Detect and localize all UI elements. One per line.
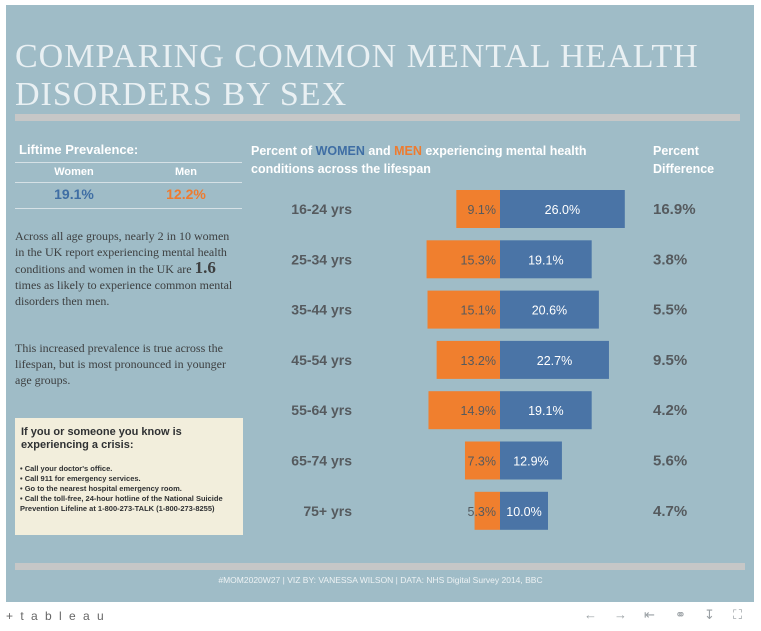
men-bar [456,190,500,228]
women-prevalence-value: 19.1% [54,186,94,202]
fullscreen-icon[interactable]: ⛶ [733,607,743,622]
women-value-label: 22.7% [537,354,572,368]
crisis-item: • Call your doctor's office. [20,464,113,473]
women-label: Women [54,166,94,178]
women-bar [500,491,548,530]
tableau-toolbar: + t a b l e a u ← → ⇤ ⚭ ↧ ⛶ [0,602,761,631]
women-value-label: 19.1% [528,253,563,267]
women-value-label: 19.1% [528,404,563,418]
women-value-label: 26.0% [545,203,580,217]
men-value-label: 5.3% [468,505,497,519]
men-value-label: 15.1% [461,304,496,318]
men-bar [474,491,500,530]
women-value-label: 10.0% [506,505,541,519]
prevalence-table [15,162,242,209]
crisis-heading: If you or someone you know is experienci… [21,426,182,451]
men-bar [426,240,500,279]
chart-heading-suffix: experiencing mental health conditions ac… [251,144,587,176]
title-divider [15,114,740,121]
share-icon[interactable]: ⚭ [675,607,686,622]
men-bar [464,441,500,480]
page-title: COMPARING COMMON MENTAL HEALTH DISORDERS… [15,38,699,113]
men-prevalence-value: 12.2% [166,186,206,202]
women-bar [500,340,609,379]
women-bar [500,190,625,228]
men-value-label: 7.3% [468,455,497,469]
crisis-list: • Call your doctor's office. • Call 911 … [20,464,240,514]
description-text-a: Across all age groups, nearly 2 in 10 wo… [15,229,230,276]
chart-heading-prefix: Percent of [251,144,316,158]
percent-difference-value: 4.7% [653,503,687,520]
men-value-label: 14.9% [461,404,496,418]
age-group-label: 65-74 yrs [291,453,352,469]
percent-difference-value: 9.5% [653,352,687,369]
men-bar [428,391,500,430]
redo-icon[interactable]: → [614,607,627,622]
men-value-label: 15.3% [461,253,496,267]
chart-heading-women: WOMEN [315,144,365,158]
percent-difference-value: 5.5% [653,302,687,319]
men-value-label: 9.1% [468,203,497,217]
women-value-label: 12.9% [513,455,548,469]
crisis-box: If you or someone you know is experienci… [15,418,243,535]
prevalence-heading: Liftime Prevalence: [19,142,139,157]
description-paragraph-2: This increased prevalence is true across… [15,341,226,387]
chart-heading: Percent of WOMEN and MEN experiencing me… [251,142,636,178]
revert-icon[interactable]: ⇤ [644,607,655,622]
undo-icon[interactable]: ← [584,607,597,622]
age-group-label: 45-54 yrs [291,352,352,368]
footer-credits: #MOM2020W27 | VIZ BY: VANESSA WILSON | D… [218,575,543,585]
download-icon[interactable]: ↧ [704,607,715,622]
description-paragraph-1: Across all age groups, nearly 2 in 10 wo… [15,228,240,309]
men-value-label: 13.2% [461,354,496,368]
crisis-item: • Call 911 for emergency services. [20,474,141,483]
crisis-item: • Go to the nearest hospital emergency r… [20,484,182,493]
age-group-label: 16-24 yrs [291,201,352,217]
description-text-b: times as likely to experience common men… [15,278,233,308]
men-label: Men [175,166,197,178]
prevalence-separator [15,182,242,183]
percent-difference-value: 3.8% [653,251,687,268]
ratio-highlight: 1.6 [194,258,216,277]
men-bar [436,340,500,379]
women-value-label: 20.6% [532,304,567,318]
women-bar [500,391,592,430]
percent-difference-heading: Percent Difference [653,144,715,176]
age-group-label: 55-64 yrs [291,402,352,418]
chart-heading-men: MEN [394,144,422,158]
women-bar [500,240,592,279]
percent-difference-value: 4.2% [653,402,687,419]
women-bar [500,441,562,480]
crisis-item: • Call the toll-free, 24-hour hotline of… [20,494,223,513]
chart-heading-middle: and [364,144,395,158]
age-group-label: 75+ yrs [303,503,352,519]
age-group-label: 25-34 yrs [291,251,352,267]
tableau-logo[interactable]: + t a b l e a u [6,609,106,623]
percent-difference-value: 5.6% [653,453,687,470]
men-bar [427,290,500,329]
women-bar [500,290,599,329]
age-group-label: 35-44 yrs [291,302,352,318]
percent-difference-value: 16.9% [653,201,696,218]
footer-divider [15,563,745,570]
